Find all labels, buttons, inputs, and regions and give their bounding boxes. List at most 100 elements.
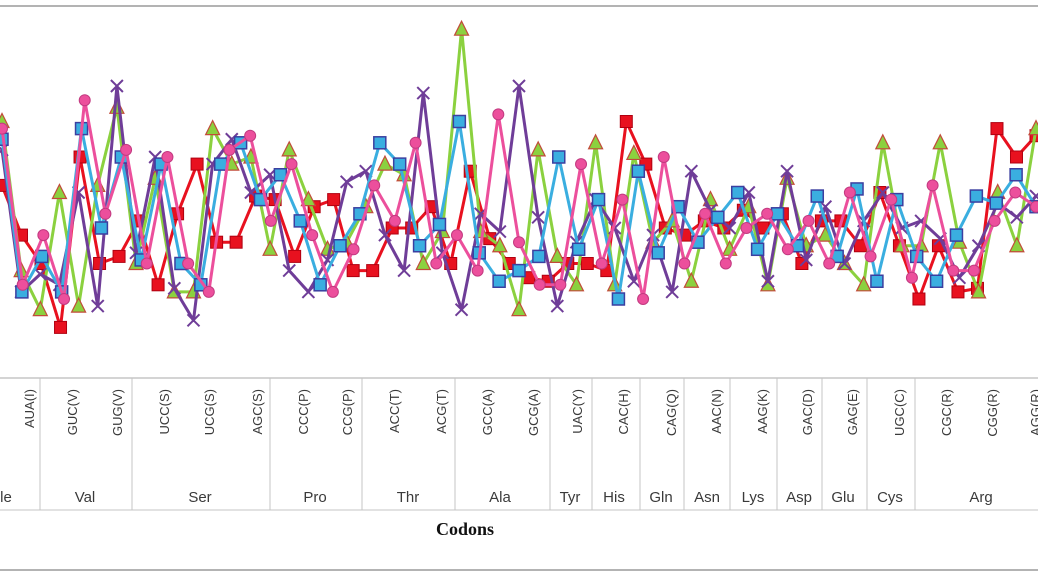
series-2-point-15 — [263, 241, 277, 255]
series-5-point-23 — [451, 230, 462, 241]
series-5-point-45 — [906, 272, 917, 283]
series-4-point-30 — [573, 243, 585, 255]
series-5-point-30 — [596, 258, 607, 269]
series-5-point-15 — [286, 159, 297, 170]
series-5-point-16 — [307, 230, 318, 241]
series-5-point-24 — [472, 265, 483, 276]
series-4-point-22 — [414, 240, 426, 252]
codon-tick-label: UGC(C) — [892, 389, 907, 436]
codon-tick-label: CGC(R) — [939, 389, 954, 436]
codon-tick-label: ACG(T) — [434, 389, 449, 434]
amino-acid-label: Lys — [742, 489, 765, 506]
codon-tick-label: UCG(S) — [202, 389, 217, 435]
series-1-point-31 — [581, 258, 593, 270]
series-4-point-31 — [593, 194, 605, 206]
series-1-point-9 — [152, 279, 164, 291]
series-5-point-38 — [762, 208, 773, 219]
series-5-point-26 — [514, 237, 525, 248]
series-5-point-18 — [348, 244, 359, 255]
series-1-point-52 — [991, 123, 1003, 135]
series-2-point-54 — [1010, 238, 1024, 252]
series-5-point-46 — [927, 180, 938, 191]
series-4-point-39 — [752, 243, 764, 255]
series-4-point-12 — [215, 158, 227, 170]
series-2-point-37 — [684, 273, 698, 287]
series-5-point-22 — [431, 258, 442, 269]
amino-acid-label: Ala — [489, 489, 511, 506]
series-layer — [0, 21, 1038, 333]
codon-tick-label: UCC(S) — [157, 389, 172, 435]
series-1-point-20 — [367, 265, 379, 277]
series-4-point-50 — [970, 190, 982, 202]
series-5-point-9 — [162, 152, 173, 163]
series-4-point-37 — [712, 211, 724, 223]
codon-tick-label: GUG(V) — [110, 389, 125, 436]
series-4-point-26 — [493, 275, 505, 287]
codon-tick-label: GUC(V) — [65, 389, 80, 435]
series-2-point-47 — [876, 135, 890, 149]
series-5-point-42 — [844, 187, 855, 198]
amino-acid-label: Val — [75, 489, 96, 506]
series-5-point-14 — [265, 215, 276, 226]
series-5-point-19 — [369, 180, 380, 191]
series-2-point-32 — [589, 135, 603, 149]
series-4-point-23 — [433, 218, 445, 230]
codon-tick-label: CAG(Q) — [664, 389, 679, 436]
series-5-point-35 — [700, 208, 711, 219]
series-4-point-51 — [990, 197, 1002, 209]
codon-tick-label: CCC(P) — [296, 389, 311, 435]
series-5-point-44 — [886, 194, 897, 205]
amino-acid-label: Asn — [694, 489, 720, 506]
series-5-point-48 — [968, 265, 979, 276]
series-2-point-12 — [206, 121, 220, 135]
codon-tick-label: AGC(S) — [250, 389, 265, 435]
series-4-point-28 — [533, 250, 545, 262]
series-2-point-16 — [282, 142, 296, 156]
series-5-point-51 — [1031, 201, 1038, 212]
amino-acid-label: Tyr — [560, 489, 581, 506]
series-1-point-11 — [191, 158, 203, 170]
series-1-point-53 — [1010, 151, 1022, 163]
series-4-point-24 — [453, 116, 465, 128]
series-5-point-7 — [121, 144, 132, 155]
series-5-point-32 — [638, 294, 649, 305]
codon-tick-label: GCC(A) — [480, 389, 495, 435]
series-5-point-6 — [100, 208, 111, 219]
series-2-point-29 — [531, 142, 545, 156]
amino-acid-label: Thr — [397, 489, 420, 506]
series-1-point-16 — [289, 250, 301, 262]
series-4-point-49 — [950, 229, 962, 241]
series-5-point-17 — [327, 286, 338, 297]
series-2-point-25 — [455, 21, 469, 35]
series-5-point-43 — [865, 251, 876, 262]
series-5-point-28 — [555, 279, 566, 290]
series-5-point-27 — [534, 279, 545, 290]
series-4-point-18 — [334, 240, 346, 252]
series-5-point-50 — [1010, 187, 1021, 198]
series-5-point-31 — [617, 194, 628, 205]
series-5-point-34 — [679, 258, 690, 269]
codon-tick-label: UAC(Y) — [570, 389, 585, 434]
series-5-point-1 — [0, 123, 8, 134]
series-2-point-4 — [52, 185, 66, 199]
codon-tick-label: AAC(N) — [709, 389, 724, 434]
amino-acid-label: His — [603, 489, 625, 506]
series-1-point-50 — [952, 286, 964, 298]
codon-tick-label: CAC(H) — [616, 389, 631, 435]
series-4-point-48 — [931, 275, 943, 287]
series-2-point-5 — [72, 298, 86, 312]
series-2-point-55 — [1029, 121, 1038, 135]
series-1-point-33 — [620, 116, 632, 128]
series-1-point-7 — [113, 250, 125, 262]
series-5-point-37 — [741, 223, 752, 234]
series-4-point-6 — [95, 222, 107, 234]
series-5-point-8 — [141, 258, 152, 269]
series-5-point-40 — [803, 215, 814, 226]
codon-tick-label: GCG(A) — [526, 389, 541, 436]
series-5-point-29 — [576, 159, 587, 170]
series-5-point-5 — [79, 95, 90, 106]
series-4-point-17 — [314, 279, 326, 291]
series-5-point-33 — [658, 152, 669, 163]
series-2-point-30 — [550, 248, 564, 262]
